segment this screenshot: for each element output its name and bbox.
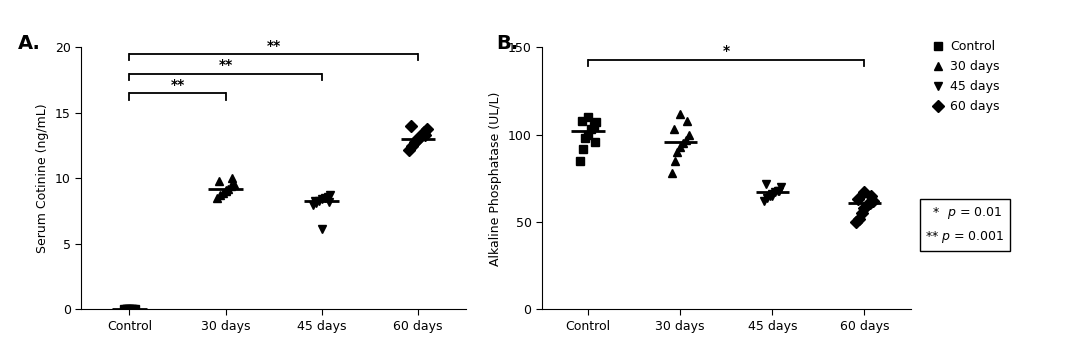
Text: *: * [723, 44, 730, 58]
Y-axis label: Serum Cotinine (ng/mL): Serum Cotinine (ng/mL) [37, 103, 50, 253]
Text: **: ** [170, 78, 184, 92]
Legend: Control, 30 days, 45 days, 60 days: Control, 30 days, 45 days, 60 days [931, 40, 999, 113]
Text: **: ** [219, 58, 233, 72]
Y-axis label: Alkaline Phosphatase (UL/L): Alkaline Phosphatase (UL/L) [489, 91, 502, 266]
Text: **: ** [267, 39, 281, 52]
Text: B.: B. [496, 34, 518, 53]
Text: A.: A. [17, 34, 41, 53]
Text: *  $p$ = 0.01
** $p$ = 0.001: * $p$ = 0.01 ** $p$ = 0.001 [926, 205, 1005, 245]
